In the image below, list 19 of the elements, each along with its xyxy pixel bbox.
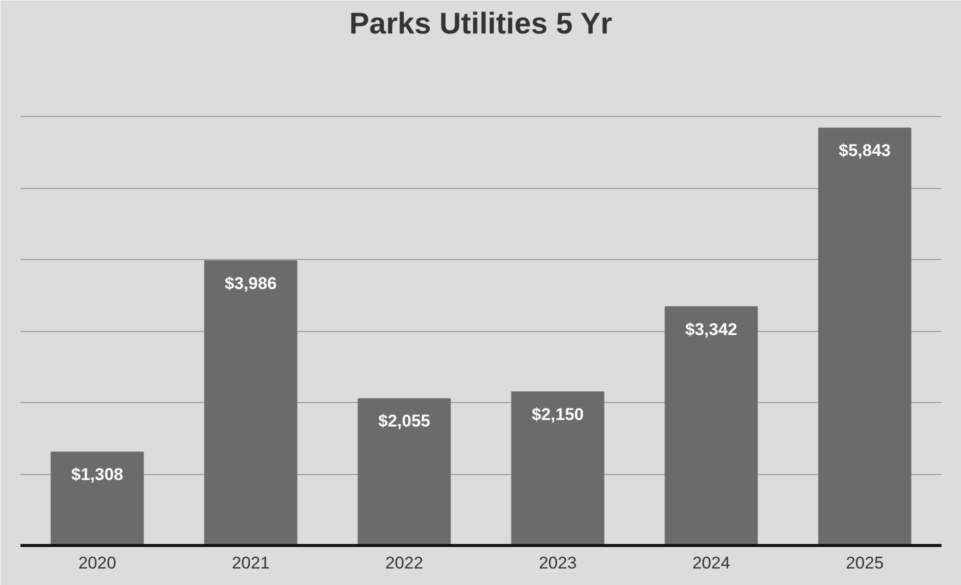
bar	[50, 452, 144, 546]
data-label: $3,342	[685, 320, 738, 339]
x-tick-label: 2020	[78, 554, 116, 572]
data-label: $3,986	[224, 274, 277, 293]
data-label: $2,150	[532, 404, 584, 424]
x-tick-label: 2022	[385, 554, 424, 572]
bar	[818, 128, 912, 546]
bar	[358, 398, 451, 546]
data-label: $2,055	[378, 412, 430, 431]
data-label: $5,843	[838, 141, 891, 160]
x-tick-label: 2023	[538, 554, 577, 572]
x-tick-label: 2024	[692, 554, 730, 572]
x-tick-label: 2025	[846, 554, 884, 572]
bar	[511, 391, 604, 546]
bar	[664, 306, 758, 546]
chart-title: Parks Utilities 5 Yr	[349, 8, 613, 40]
bar	[204, 260, 298, 546]
x-tick-label: 2021	[232, 554, 270, 572]
data-label: $1,308	[71, 465, 124, 484]
